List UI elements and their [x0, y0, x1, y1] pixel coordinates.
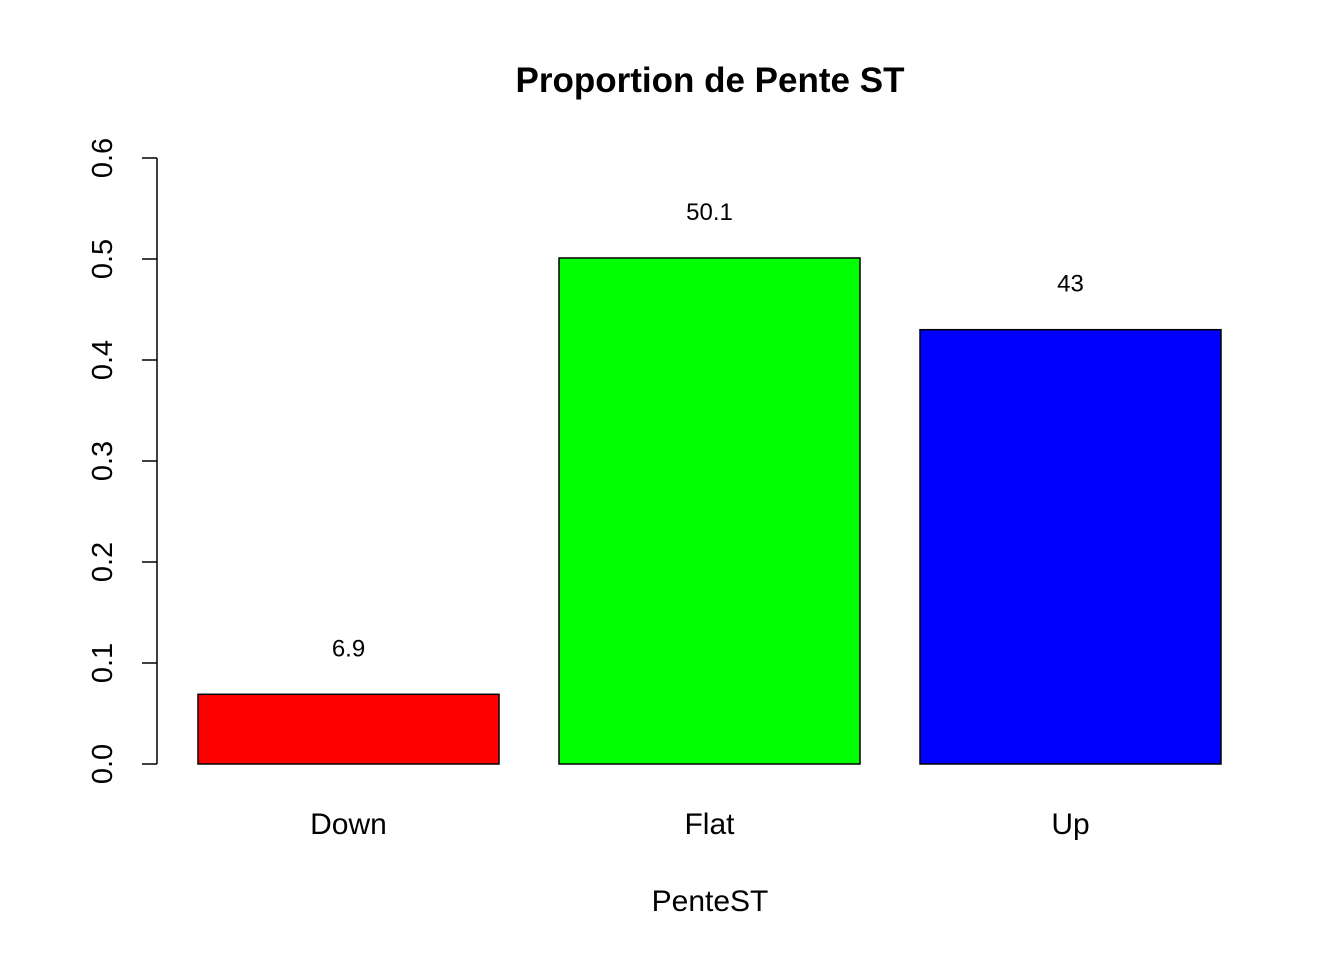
data-label-up: 43: [1057, 271, 1084, 298]
y-tick-label: 0.1: [87, 643, 119, 683]
y-tick-label: 0.4: [87, 340, 119, 380]
bar-up: [919, 328, 1222, 765]
data-label-down: 6.9: [332, 635, 365, 662]
data-label-flat: 50.1: [686, 199, 733, 226]
y-tick-label: 0.3: [87, 441, 119, 481]
y-tick-label: 0.2: [87, 542, 119, 582]
y-tick-label: 0.0: [87, 744, 119, 784]
y-axis: 0.0 0.1 0.2 0.3 0.4 0.5 0.6: [87, 138, 158, 784]
x-category-labels: Down Flat Up: [310, 808, 1090, 841]
x-category-label-flat: Flat: [684, 808, 735, 841]
x-axis-label: PenteST: [652, 885, 769, 918]
y-tick-label: 0.5: [87, 239, 119, 279]
bars: [197, 257, 1222, 765]
bar-down: [197, 693, 500, 765]
data-labels: 6.9 50.1 43: [332, 199, 1084, 662]
y-tick-label: 0.6: [87, 138, 119, 178]
x-category-label-up: Up: [1051, 808, 1089, 841]
chart-title: Proportion de Pente ST: [516, 61, 905, 100]
x-category-label-down: Down: [310, 808, 387, 841]
bar-flat: [558, 257, 861, 765]
